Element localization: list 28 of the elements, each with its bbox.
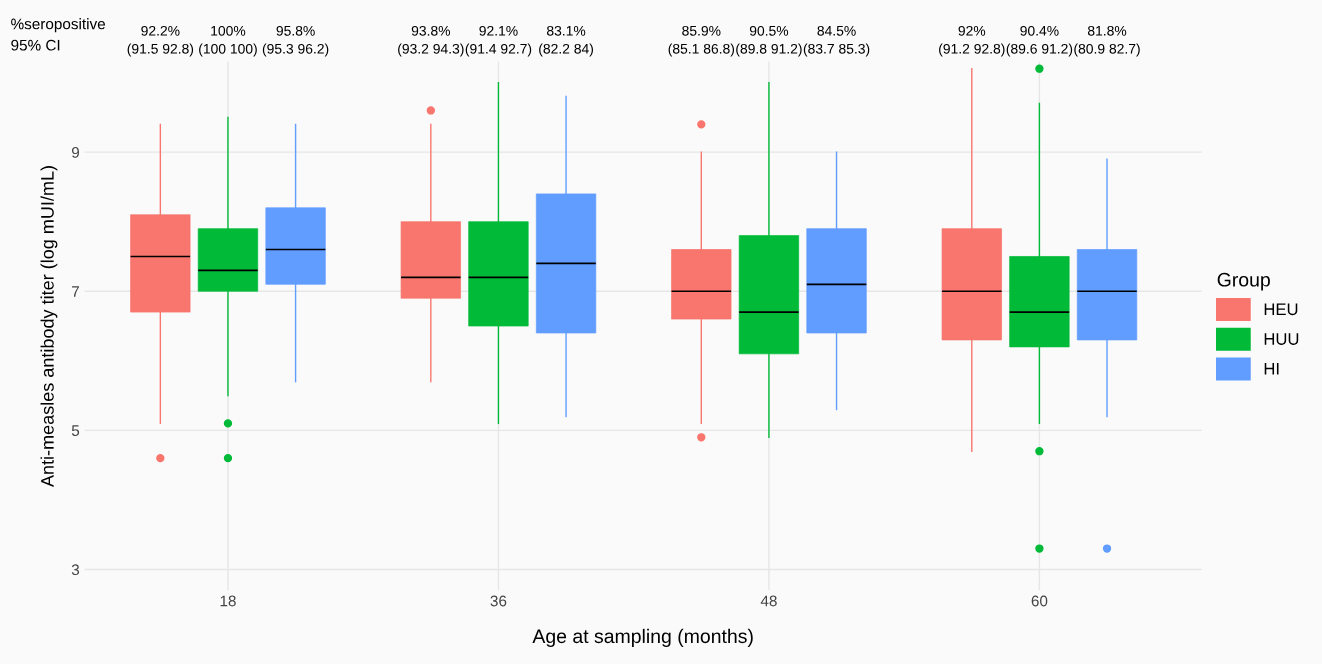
- text: 95% CI: [11, 39, 60, 51]
- text: 85.9% (85.1 86.8): [668, 25, 735, 57]
- legend-label: HUU: [1264, 333, 1299, 345]
- x-tick-label: 48: [760, 595, 777, 607]
- y-tick-label: 5: [71, 425, 80, 437]
- text: 92% (91.2 92.8): [939, 25, 1005, 57]
- text: 81.8% (80.9 82.7): [1074, 25, 1140, 57]
- legend-label: HI: [1264, 363, 1279, 375]
- y-tick-label: 7: [72, 286, 79, 297]
- y-tick-label: 3: [71, 564, 80, 576]
- text: 100% (100 100): [199, 25, 257, 57]
- x-tick-label: 60: [1031, 595, 1048, 607]
- text: 95.8% (95.3 96.2): [262, 25, 329, 57]
- x-axis-title: Age at sampling (months): [532, 628, 753, 647]
- legend-label: HEU: [1264, 303, 1298, 316]
- x-tick-label: 18: [220, 595, 236, 607]
- text: 83.1% (82.2 84): [539, 25, 593, 57]
- text: 92.2% (91.5 92.8): [127, 25, 194, 57]
- text: %seropositive: [11, 18, 105, 33]
- legend-title: Group: [1217, 272, 1270, 291]
- y-axis-title: Anti-measles antibody titer (log mUI/mL): [40, 166, 58, 488]
- text: 92.1% (91.4 92.7): [465, 25, 532, 57]
- text: 84.5% (83.7 85.3): [803, 25, 870, 57]
- text: 93.8% (93.2 94.3): [398, 25, 464, 57]
- text: 90.4% (89.6 91.2): [1006, 25, 1073, 57]
- y-tick-label: 9: [71, 147, 80, 158]
- text: 90.5% (89.8 91.2): [736, 25, 802, 57]
- x-tick-label: 36: [490, 595, 507, 607]
